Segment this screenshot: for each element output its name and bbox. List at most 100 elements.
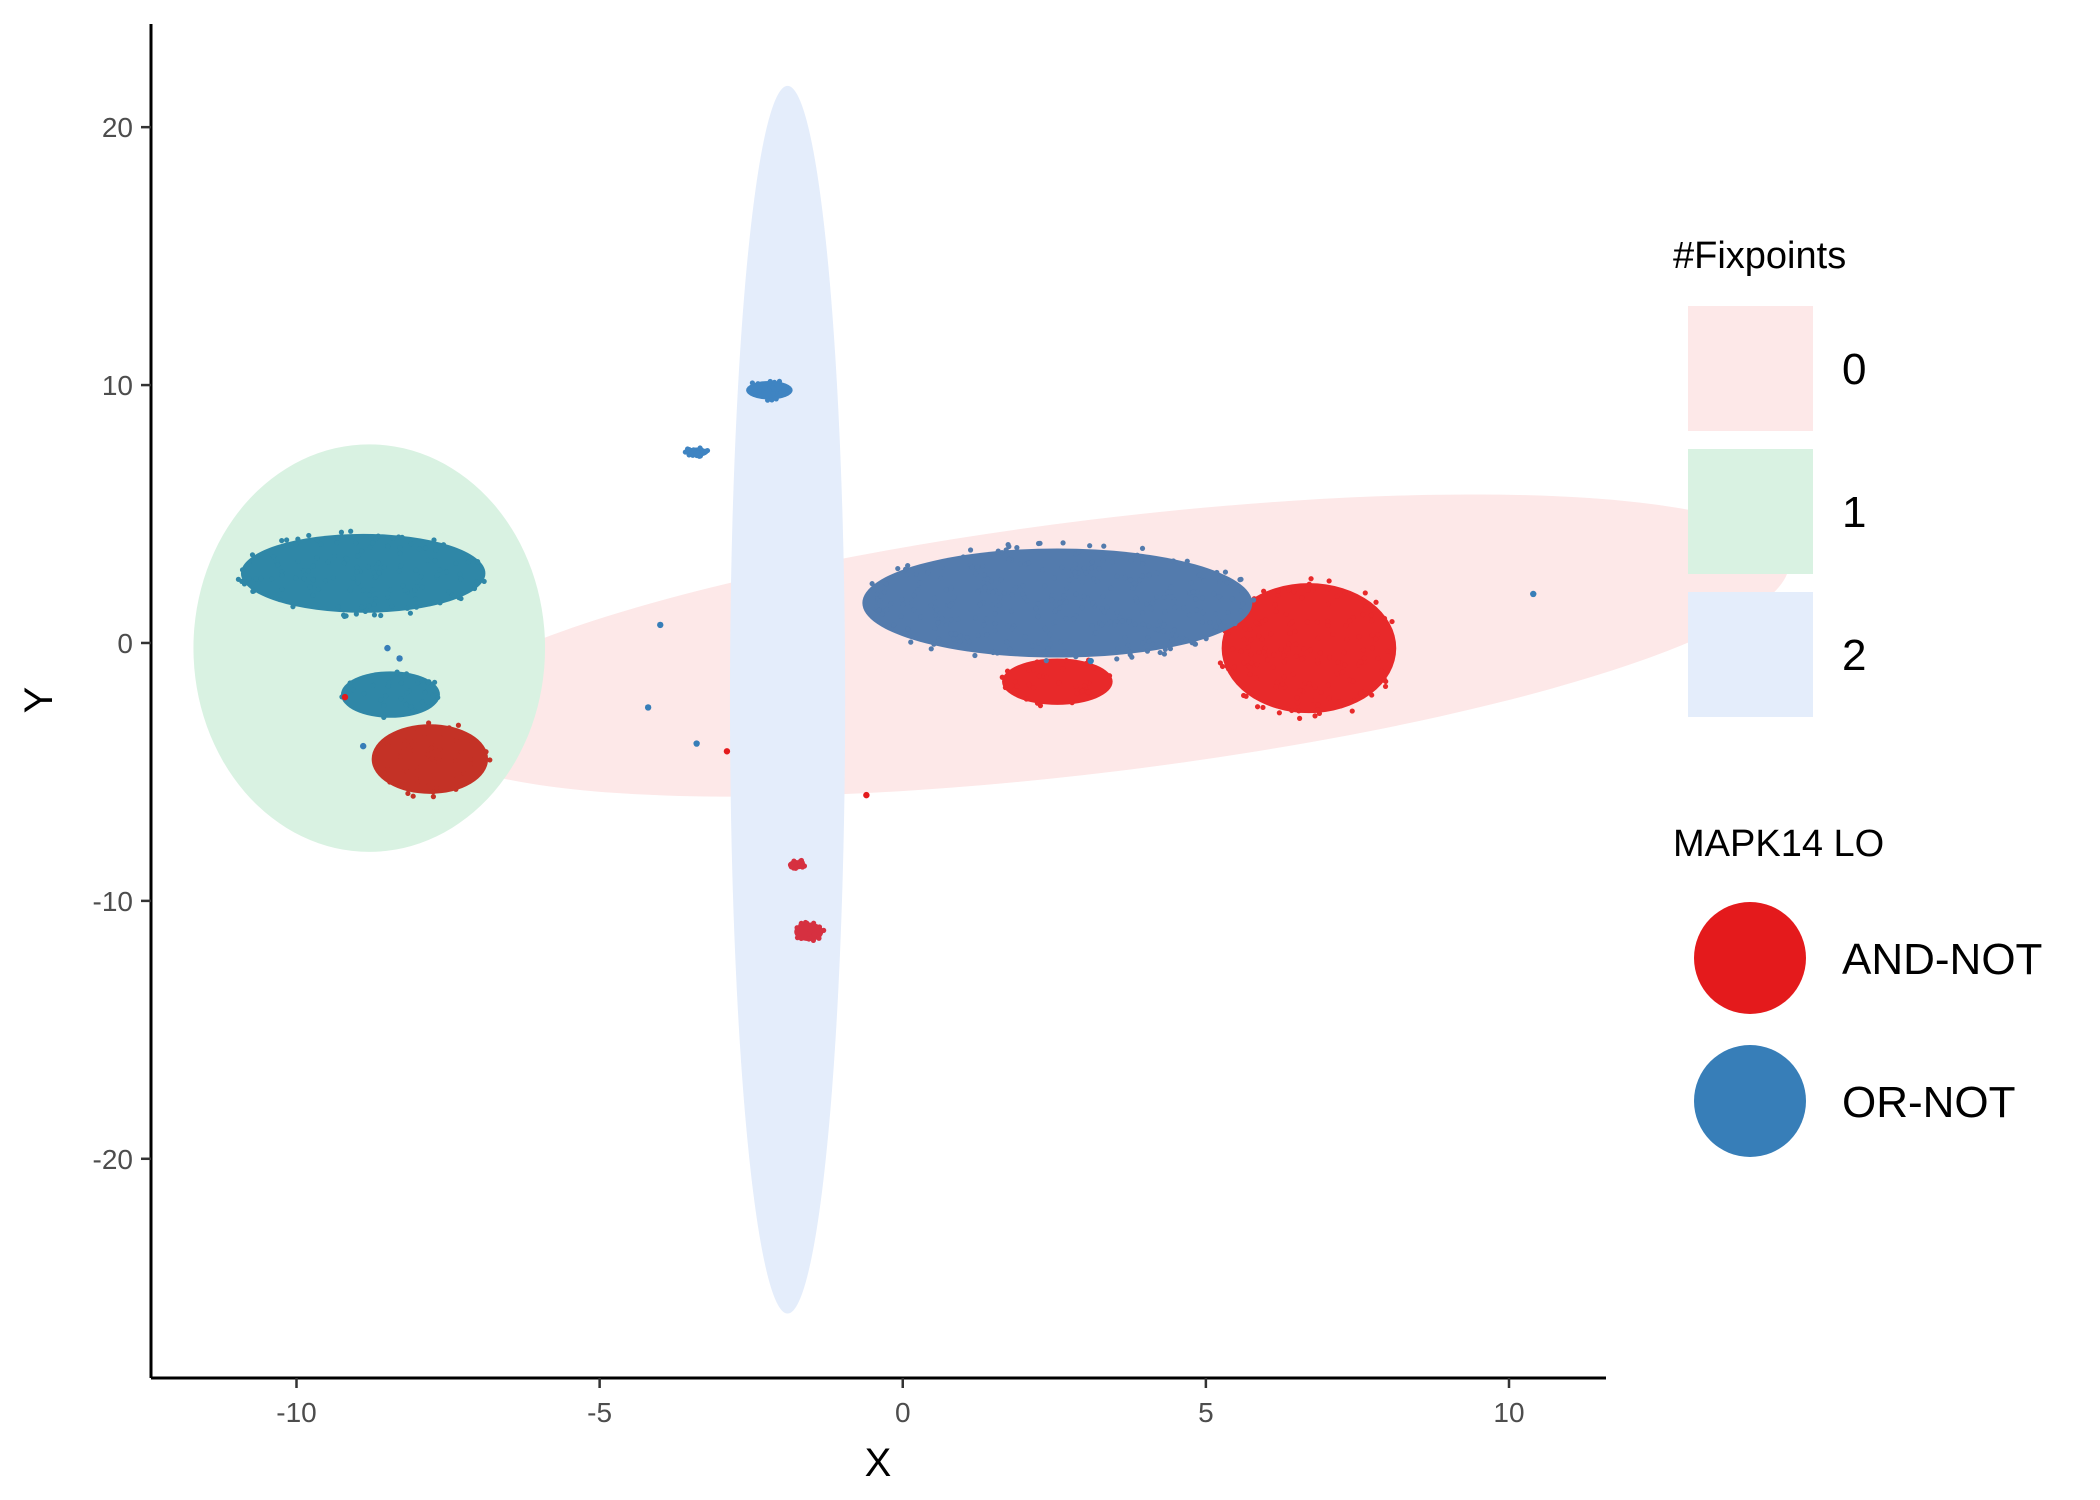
data-point — [1109, 559, 1116, 565]
data-point — [915, 587, 921, 593]
data-point — [397, 545, 403, 551]
data-point — [1023, 696, 1030, 702]
point-or-not — [657, 621, 664, 629]
data-point — [268, 576, 275, 582]
data-point — [1079, 605, 1085, 611]
data-point — [413, 764, 420, 770]
data-point — [310, 592, 316, 598]
data-point — [366, 592, 372, 598]
data-point — [1125, 642, 1131, 648]
data-point — [1167, 646, 1174, 652]
data-point — [992, 627, 998, 634]
data-point — [972, 652, 978, 659]
data-point — [1315, 635, 1321, 641]
point-and-not — [723, 748, 731, 755]
data-point — [1051, 575, 1057, 581]
data-point — [948, 616, 954, 623]
data-point — [445, 589, 452, 595]
data-point — [943, 622, 949, 628]
data-point — [1275, 592, 1281, 599]
data-point — [1273, 684, 1279, 690]
data-point — [1100, 557, 1106, 563]
data-point — [1312, 684, 1318, 690]
data-point — [1299, 595, 1305, 601]
data-point — [1083, 569, 1089, 576]
data-point — [1001, 590, 1007, 596]
data-point — [258, 575, 264, 582]
data-point — [955, 616, 961, 623]
data-point — [1317, 650, 1324, 656]
cluster-or-not-1 — [339, 669, 441, 721]
data-point — [295, 536, 301, 542]
data-point — [762, 385, 768, 391]
data-point — [1053, 602, 1059, 609]
data-point — [408, 703, 415, 710]
cluster-or-not-3 — [746, 378, 793, 403]
data-point — [1214, 569, 1220, 576]
data-point — [1261, 648, 1267, 655]
data-point — [1034, 700, 1041, 706]
axes: -10 -5 0 5 10 -20 -10 0 10 20 X Y — [17, 24, 1606, 1485]
data-point — [1146, 638, 1152, 644]
data-point — [960, 554, 966, 560]
data-point — [918, 614, 924, 620]
point-and-not — [863, 791, 870, 799]
data-point — [359, 604, 365, 610]
data-point — [984, 576, 991, 582]
data-point — [1375, 655, 1381, 662]
data-point — [1199, 619, 1205, 625]
legend-label-and-not: AND-NOT — [1842, 935, 2042, 984]
y-tick-label: -20 — [93, 1144, 133, 1175]
data-point — [1168, 584, 1174, 590]
data-point — [1373, 599, 1379, 605]
data-point — [314, 555, 320, 561]
data-point — [1292, 628, 1298, 635]
data-point — [1060, 540, 1066, 546]
data-point — [969, 564, 975, 570]
data-point — [1253, 675, 1259, 681]
data-point — [1171, 627, 1178, 633]
cluster-or-not-0 — [235, 528, 487, 620]
data-point — [1122, 634, 1128, 641]
x-tick-label: 10 — [1493, 1397, 1524, 1428]
data-point — [1225, 666, 1232, 672]
data-point — [301, 576, 307, 582]
data-point — [431, 537, 437, 543]
data-point — [378, 612, 384, 619]
data-point — [697, 445, 703, 451]
data-point — [957, 633, 963, 639]
data-point — [1382, 683, 1389, 690]
data-point — [1357, 659, 1363, 665]
data-point — [429, 745, 435, 751]
data-point — [1099, 622, 1105, 628]
data-point — [977, 601, 983, 608]
data-point — [1217, 579, 1223, 585]
data-point — [398, 783, 404, 789]
data-point — [373, 564, 379, 570]
data-point — [235, 576, 242, 582]
data-point — [370, 587, 376, 593]
data-point — [1271, 652, 1277, 658]
data-point — [430, 794, 437, 800]
data-point — [412, 587, 418, 593]
legend-fixpoints-title: #Fixpoints — [1673, 235, 1846, 277]
data-point — [344, 556, 350, 563]
data-point — [1294, 695, 1300, 701]
data-point — [300, 567, 307, 574]
data-point — [1302, 680, 1308, 686]
data-point — [455, 722, 462, 728]
data-point — [1242, 626, 1248, 632]
data-point — [888, 601, 894, 607]
data-point — [1126, 619, 1132, 625]
data-point — [1161, 651, 1168, 657]
data-point — [931, 641, 937, 647]
data-point — [375, 560, 382, 566]
data-point — [338, 529, 345, 535]
data-point — [381, 739, 387, 745]
x-axis-title: X — [865, 1441, 892, 1485]
data-point — [1308, 576, 1314, 582]
data-point — [413, 604, 420, 610]
data-point — [804, 920, 810, 926]
data-point — [315, 586, 322, 592]
data-point — [450, 772, 457, 778]
